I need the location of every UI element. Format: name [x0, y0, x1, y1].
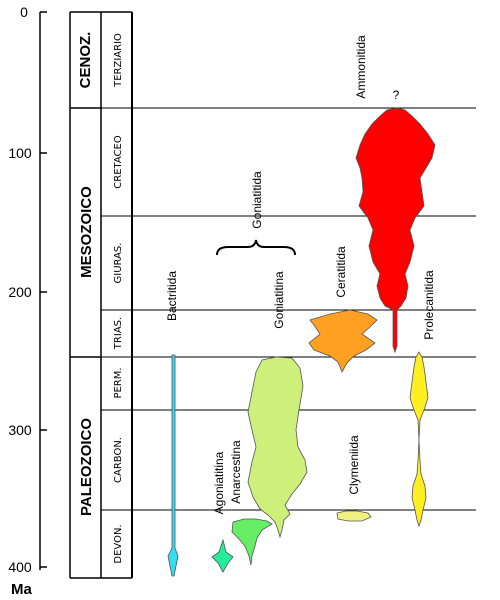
tick-label-400: 400	[8, 559, 32, 575]
spindle-goniatitina	[247, 356, 308, 539]
era-label-mesozoic: MESOZOICO	[78, 186, 95, 278]
period-labels: TERZIARIO CRETACEO GIURAS. TRIAS. PERM. …	[113, 33, 124, 564]
tick-label-0: 0	[20, 4, 28, 20]
period-label-cretaceo: CRETACEO	[113, 135, 124, 189]
taxon-label-agoniatitina: Agoniatitina	[212, 451, 226, 514]
uncertain-mark: ?	[393, 88, 400, 102]
period-label-giuras: GIURAS.	[113, 243, 124, 284]
taxon-label-goniatitida: Goniatitida	[250, 171, 264, 229]
taxon-label-goniatitina: Goniatitina	[272, 271, 286, 329]
spindle-clymeniida	[336, 510, 372, 522]
spindle-ceratitida	[308, 309, 378, 373]
taxon-labels: Bactritida Agoniatitina Anarcestina Goni…	[165, 35, 436, 514]
period-label-devon: DEVON.	[113, 524, 124, 563]
axis-unit-label: Ma	[11, 581, 32, 598]
period-label-trias: TRIAS.	[113, 317, 124, 350]
stratigraphic-columns	[69, 11, 133, 579]
taxon-label-clymeniida: Clymeniida	[347, 435, 361, 495]
tick-label-100: 100	[8, 145, 32, 161]
taxon-label-ammonitida: Ammonitida	[354, 35, 368, 99]
tick-label-200: 200	[8, 284, 32, 300]
period-label-carbon: CARBON.	[113, 437, 124, 483]
spindle-agoniatitina	[211, 538, 234, 573]
era-label-cenozoic: CENOZ.	[77, 32, 94, 89]
spindle-ammonitida	[355, 107, 436, 354]
taxon-label-anarcestina: Anarcestina	[229, 440, 243, 504]
tick-label-300: 300	[8, 422, 32, 438]
era-labels: CENOZ. MESOZOICO PALEOZOICO	[77, 32, 95, 516]
spindle-anarcestina	[231, 518, 273, 566]
period-label-perm: PERM.	[113, 367, 124, 398]
time-axis: 0 100 200 300 400 Ma	[8, 4, 47, 598]
taxon-spindles	[167, 107, 436, 577]
goniatitida-bracket	[216, 239, 296, 256]
taxon-label-prolecanitida: Prolecanitida	[422, 270, 436, 340]
period-label-terziario: TERZIARIO	[113, 33, 124, 88]
taxon-label-ceratitida: Ceratitida	[334, 246, 348, 298]
spindle-bactritida	[167, 354, 179, 577]
era-label-paleozoic: PALEOZOICO	[78, 418, 95, 516]
taxon-label-bactritida: Bactritida	[165, 271, 179, 321]
spindle-prolecanitida	[409, 351, 429, 528]
